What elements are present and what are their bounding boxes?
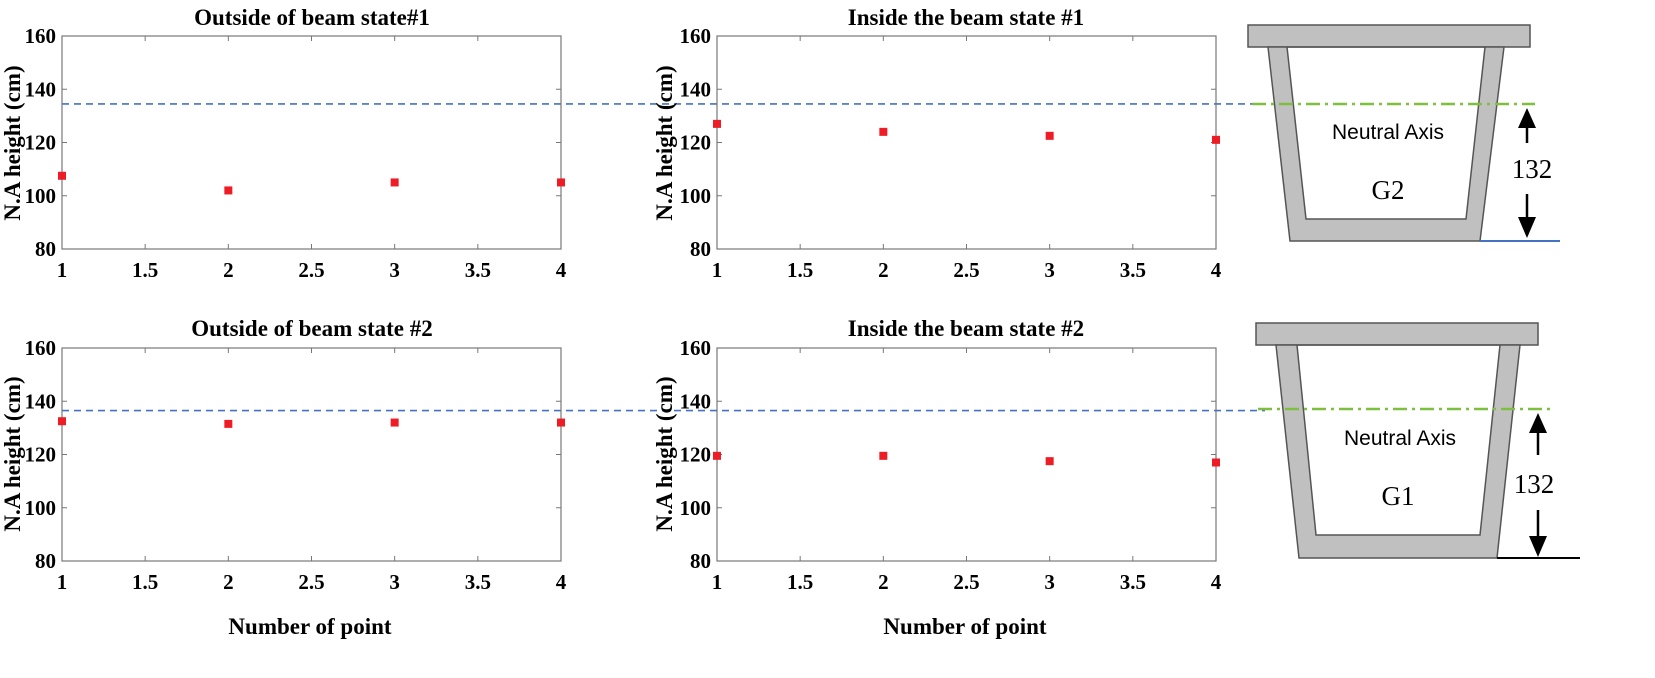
deck-slab <box>1255 322 1539 346</box>
y-tick-label: 100 <box>25 496 57 520</box>
arrow-down-icon <box>1518 217 1536 238</box>
x-tick-label: 2 <box>223 570 234 594</box>
x-tick-label: 3.5 <box>465 258 491 282</box>
y-axis-label: N.A height (cm) <box>652 376 677 531</box>
y-tick-label: 160 <box>680 336 712 360</box>
y-tick-label: 120 <box>25 443 57 467</box>
chart-title: Outside of beam state#1 <box>194 5 430 30</box>
x-tick-label: 4 <box>1211 258 1222 282</box>
y-tick-label: 140 <box>680 389 712 413</box>
y-tick-label: 120 <box>680 443 712 467</box>
girder-label: G2 <box>1372 175 1405 205</box>
x-tick-label: 1 <box>57 570 68 594</box>
x-tick-label: 2.5 <box>953 570 979 594</box>
plot-area <box>716 35 1217 250</box>
data-point <box>1045 457 1054 466</box>
plot-area <box>716 347 1217 562</box>
x-tick-label: 1 <box>57 258 68 282</box>
chart-title: Inside the beam state #2 <box>848 316 1084 341</box>
x-tick-label: 3 <box>389 258 400 282</box>
dimension-value: 132 <box>1514 469 1555 499</box>
chart-outside-state-1: Outside of beam state#1 N.A height (cm) … <box>0 5 567 282</box>
x-tick-label: 1.5 <box>132 258 158 282</box>
y-tick-label: 80 <box>35 549 56 573</box>
x-tick-label: 2.5 <box>298 570 324 594</box>
x-tick-label: 2.5 <box>298 258 324 282</box>
y-tick-label: 80 <box>690 549 711 573</box>
x-tick-label: 3 <box>1044 258 1055 282</box>
x-tick-label: 2 <box>878 570 889 594</box>
x-tick-label: 4 <box>556 570 567 594</box>
x-tick-label: 3 <box>1044 570 1055 594</box>
x-tick-label: 4 <box>556 258 567 282</box>
data-point <box>713 119 721 128</box>
data-point <box>224 419 233 428</box>
box-girder-section <box>1275 344 1521 559</box>
y-tick-label: 100 <box>680 184 712 208</box>
dimension-value: 132 <box>1512 154 1553 184</box>
box-girder-section <box>1267 46 1505 242</box>
y-axis-label: N.A height (cm) <box>0 376 25 531</box>
y-tick-label: 100 <box>25 184 57 208</box>
y-tick-label: 160 <box>25 24 57 48</box>
data-point <box>224 186 233 195</box>
x-tick-label: 2.5 <box>953 258 979 282</box>
chart-title: Inside the beam state #1 <box>848 5 1084 30</box>
x-tick-label: 3.5 <box>465 570 491 594</box>
x-tick-label: 4 <box>1211 570 1222 594</box>
y-tick-label: 80 <box>690 237 711 261</box>
y-tick-label: 160 <box>25 336 57 360</box>
y-axis-label: N.A height (cm) <box>652 65 677 220</box>
x-tick-label: 2 <box>878 258 889 282</box>
cross-section-g1: Neutral Axis G1 132 <box>1255 322 1580 559</box>
chart-inside-state-2: Inside the beam state #2 N.A height (cm)… <box>652 316 1222 639</box>
x-tick-label: 1.5 <box>787 570 813 594</box>
x-tick-label: 2 <box>223 258 234 282</box>
data-point <box>1045 131 1054 140</box>
y-tick-label: 100 <box>680 496 712 520</box>
neutral-axis-label: Neutral Axis <box>1344 427 1456 450</box>
plot-area <box>61 347 562 562</box>
data-point <box>713 451 721 460</box>
data-point <box>1212 458 1220 467</box>
data-point <box>58 171 66 180</box>
y-tick-label: 120 <box>25 131 57 155</box>
deck-slab <box>1247 24 1531 48</box>
y-tick-label: 80 <box>35 237 56 261</box>
data-point <box>879 127 888 136</box>
cross-section-g2: Neutral Axis G2 132 <box>1247 24 1560 242</box>
girder-label: G1 <box>1382 481 1415 511</box>
x-tick-label: 3.5 <box>1120 258 1146 282</box>
y-tick-label: 160 <box>680 24 712 48</box>
plot-area <box>61 35 562 250</box>
arrow-up-icon <box>1518 108 1536 128</box>
chart-title: Outside of beam state #2 <box>191 316 432 341</box>
data-point <box>390 418 399 427</box>
x-axis-label: Number of point <box>883 614 1046 639</box>
y-tick-label: 140 <box>25 389 57 413</box>
chart-inside-state-1: Inside the beam state #1 N.A height (cm)… <box>652 5 1222 282</box>
y-axis-label: N.A height (cm) <box>0 65 25 220</box>
x-tick-label: 1.5 <box>132 570 158 594</box>
chart-outside-state-2: Outside of beam state #2 N.A height (cm)… <box>0 316 567 639</box>
x-tick-label: 3 <box>389 570 400 594</box>
y-tick-label: 140 <box>680 77 712 101</box>
data-point <box>390 178 399 187</box>
arrow-up-icon <box>1529 413 1547 433</box>
neutral-axis-label: Neutral Axis <box>1332 121 1444 144</box>
y-tick-label: 120 <box>680 131 712 155</box>
x-axis-label: Number of point <box>228 614 391 639</box>
data-point <box>557 418 565 427</box>
x-tick-label: 3.5 <box>1120 570 1146 594</box>
y-tick-label: 140 <box>25 77 57 101</box>
arrow-down-icon <box>1529 536 1547 557</box>
data-point <box>557 178 565 187</box>
data-point <box>58 417 66 426</box>
data-point <box>1212 135 1220 144</box>
x-tick-label: 1.5 <box>787 258 813 282</box>
x-tick-label: 1 <box>712 570 723 594</box>
data-point <box>879 451 888 460</box>
x-tick-label: 1 <box>712 258 723 282</box>
